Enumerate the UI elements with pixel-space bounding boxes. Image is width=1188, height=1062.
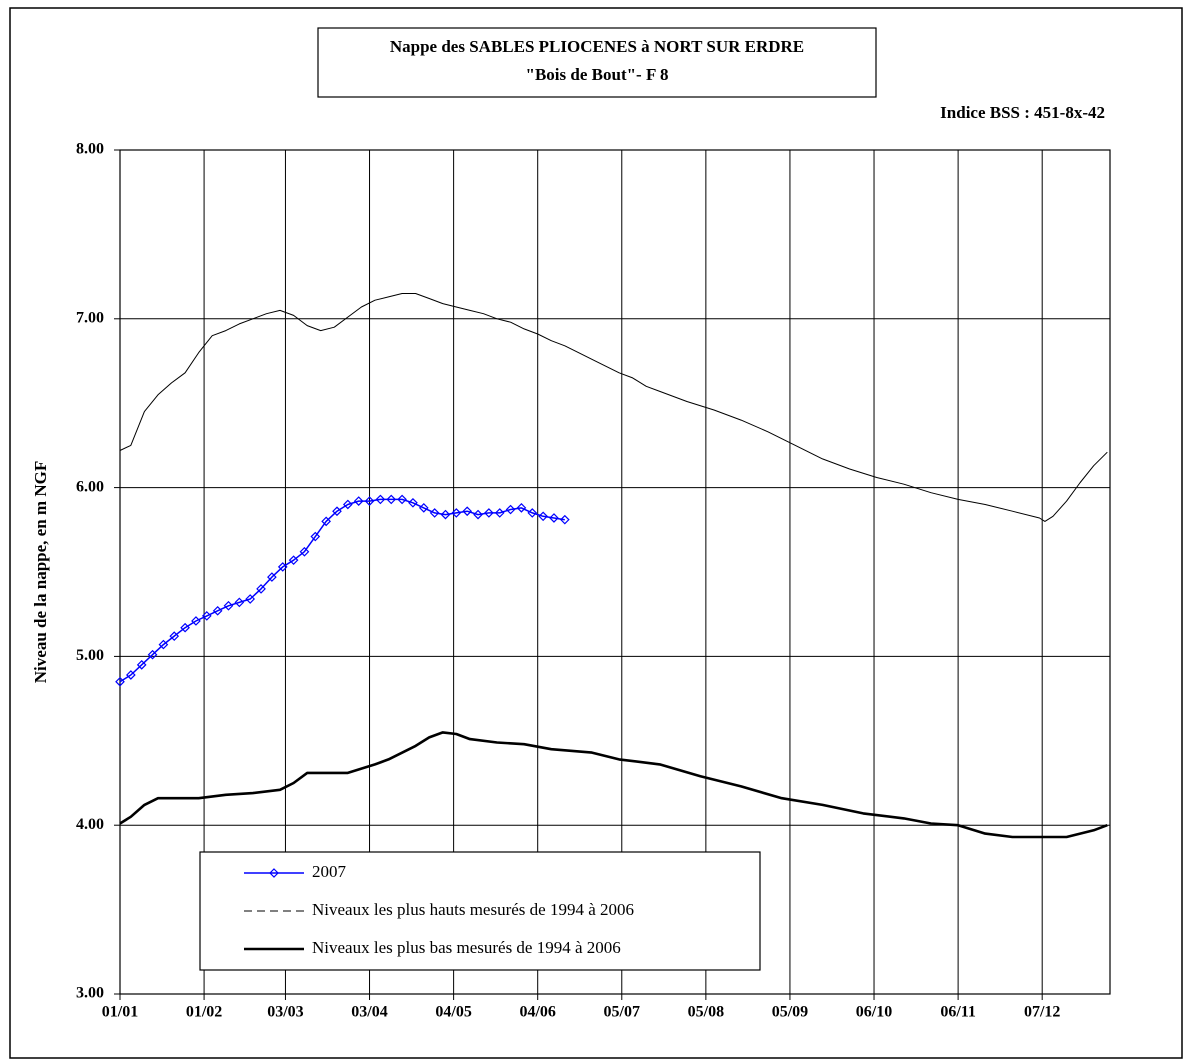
legend-label: Niveaux les plus bas mesurés de 1994 à 2… bbox=[312, 938, 621, 957]
series-line bbox=[119, 498, 565, 683]
y-tick-label: 4.00 bbox=[76, 816, 104, 833]
data-point bbox=[321, 516, 331, 527]
data-point bbox=[256, 584, 266, 594]
data-point bbox=[245, 594, 256, 604]
data-point bbox=[418, 503, 429, 513]
data-point bbox=[559, 514, 570, 525]
x-tick-label: 04/06 bbox=[519, 1004, 555, 1021]
series-line bbox=[119, 293, 1108, 522]
data-point bbox=[440, 509, 451, 520]
data-point bbox=[277, 562, 288, 572]
data-point bbox=[549, 513, 559, 523]
x-tick-label: 04/05 bbox=[435, 1004, 471, 1021]
data-point bbox=[310, 531, 321, 542]
x-tick-label: 01/02 bbox=[186, 1004, 222, 1021]
chart-border bbox=[9, 7, 1183, 1059]
y-tick-label: 7.00 bbox=[76, 309, 104, 326]
data-point bbox=[223, 600, 234, 611]
data-point bbox=[397, 494, 407, 505]
data-point bbox=[234, 597, 245, 608]
x-tick-label: 03/03 bbox=[267, 1004, 303, 1021]
data-point bbox=[429, 508, 440, 518]
data-point bbox=[288, 555, 299, 566]
x-tick-label: 05/08 bbox=[688, 1004, 724, 1021]
data-point bbox=[267, 572, 277, 582]
x-tick-label: 01/01 bbox=[102, 1004, 138, 1021]
data-point bbox=[527, 508, 538, 518]
data-point bbox=[180, 622, 190, 633]
y-axis-label: Niveau de la nappe, en m NGF bbox=[31, 461, 50, 683]
data-point bbox=[212, 605, 223, 616]
x-tick-label: 05/09 bbox=[772, 1004, 808, 1021]
data-point bbox=[201, 611, 212, 621]
y-tick-label: 5.00 bbox=[76, 647, 104, 664]
data-point bbox=[147, 649, 158, 660]
data-point bbox=[538, 511, 548, 522]
data-point bbox=[191, 616, 201, 626]
data-point bbox=[451, 508, 462, 518]
x-tick-label: 06/10 bbox=[856, 1004, 892, 1021]
data-point bbox=[505, 504, 516, 515]
title-box bbox=[317, 27, 877, 98]
chart-title: Nappe des SABLES PLIOCENES à NORT SUR ER… bbox=[390, 37, 804, 56]
x-tick-label: 07/12 bbox=[1024, 1004, 1060, 1021]
x-tick-label: 03/04 bbox=[351, 1004, 387, 1021]
data-point bbox=[136, 659, 147, 670]
x-tick-label: 06/11 bbox=[940, 1004, 976, 1021]
y-tick-label: 3.00 bbox=[76, 985, 104, 1002]
legend-box bbox=[199, 851, 761, 971]
chart-subtitle: "Bois de Bout"- F 8 bbox=[526, 65, 669, 84]
data-point bbox=[386, 494, 397, 505]
legend-marker bbox=[269, 868, 279, 878]
legend-label: 2007 bbox=[312, 862, 347, 881]
series-line bbox=[119, 731, 1108, 839]
data-point bbox=[462, 506, 473, 517]
data-point bbox=[353, 496, 364, 506]
annotation: Indice BSS : 451-8x-42 bbox=[940, 103, 1105, 122]
data-point bbox=[375, 494, 386, 505]
data-point bbox=[364, 496, 375, 506]
data-point bbox=[126, 670, 136, 680]
data-point bbox=[115, 676, 125, 687]
legend-label: Niveaux les plus hauts mesurés de 1994 à… bbox=[312, 900, 634, 919]
y-tick-label: 6.00 bbox=[76, 478, 104, 495]
data-point bbox=[158, 639, 169, 650]
data-point bbox=[299, 546, 310, 557]
data-point bbox=[516, 503, 527, 513]
data-point bbox=[342, 499, 353, 510]
data-point bbox=[494, 508, 505, 518]
data-point bbox=[332, 506, 342, 517]
data-point bbox=[408, 497, 418, 508]
data-point bbox=[473, 509, 483, 520]
data-point bbox=[169, 631, 180, 641]
y-tick-label: 8.00 bbox=[76, 141, 104, 158]
data-point bbox=[484, 508, 494, 518]
x-tick-label: 05/07 bbox=[604, 1004, 640, 1021]
